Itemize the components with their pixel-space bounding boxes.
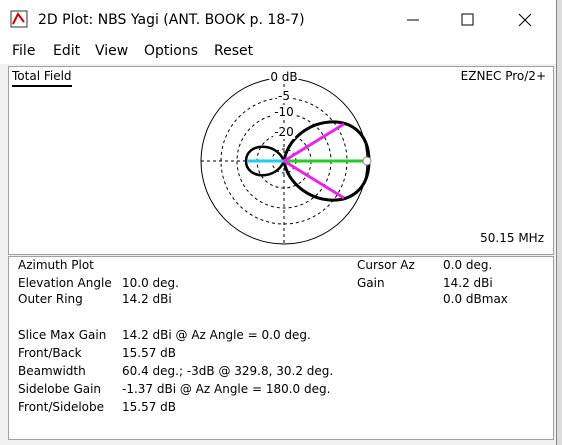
- title-bar: 2D Plot: NBS Yagi (ANT. BOOK p. 18-7): [0, 0, 556, 40]
- info-label: Front/Back: [18, 346, 82, 360]
- cursor-label: Cursor Az: [357, 258, 415, 272]
- menu-bar: File Edit View Options Reset: [0, 40, 556, 64]
- ring-label: 0 dB: [269, 70, 299, 84]
- info-label: Front/Sidelobe: [18, 400, 105, 414]
- menu-item[interactable]: Edit: [53, 43, 81, 59]
- info-value: 60.4 deg.; -3dB @ 329.8, 30.2 deg.: [122, 364, 334, 378]
- info-heading: Azimuth Plot: [18, 258, 94, 272]
- menu-item[interactable]: Reset: [214, 43, 254, 59]
- window-controls: [407, 13, 532, 27]
- cursor-value: 0.0 deg.: [443, 258, 493, 272]
- info-value: 10.0 deg.: [122, 276, 179, 290]
- cursor-label: Gain: [357, 276, 385, 290]
- close[interactable]: [518, 13, 532, 27]
- menu-item[interactable]: Options: [144, 43, 199, 59]
- cursor-value: 14.2 dBi: [443, 276, 493, 290]
- info-value: 14.2 dBi: [122, 292, 172, 306]
- info-label: Beamwidth: [18, 364, 86, 378]
- app-icon: [10, 10, 28, 28]
- window-title: 2D Plot: NBS Yagi (ANT. BOOK p. 18-7): [38, 12, 305, 28]
- cursor-value: 0.0 dBmax: [443, 292, 508, 306]
- maximize[interactable]: [461, 13, 474, 26]
- info-label: Sidelobe Gain: [18, 382, 102, 396]
- ring-label: -20: [273, 125, 295, 139]
- program-label: EZNEC Pro/2+: [460, 69, 546, 83]
- plot-panel: Total Field EZNEC Pro/2+ 50.15 MHz 0 dB -…: [8, 66, 554, 255]
- info-label: Elevation Angle: [18, 276, 112, 290]
- frequency-label: 50.15 MHz: [480, 231, 544, 245]
- info-value: -1.37 dBi @ Az Angle = 180.0 deg.: [122, 382, 331, 396]
- menu-item[interactable]: View: [95, 43, 129, 59]
- info-value: 15.57 dB: [122, 346, 177, 360]
- info-value: 15.57 dB: [122, 400, 177, 414]
- menu-item[interactable]: File: [12, 43, 36, 59]
- info-label: Slice Max Gain: [18, 328, 107, 342]
- ring-label: -5: [277, 89, 291, 103]
- field-label: Total Field: [12, 69, 72, 87]
- info-value: 14.2 dBi @ Az Angle = 0.0 deg.: [122, 328, 311, 342]
- ring-label: -10: [273, 105, 295, 119]
- info-panel: Azimuth Plot Elevation Angle 10.0 deg. Oute…: [8, 256, 554, 440]
- info-label: Outer Ring: [18, 292, 83, 306]
